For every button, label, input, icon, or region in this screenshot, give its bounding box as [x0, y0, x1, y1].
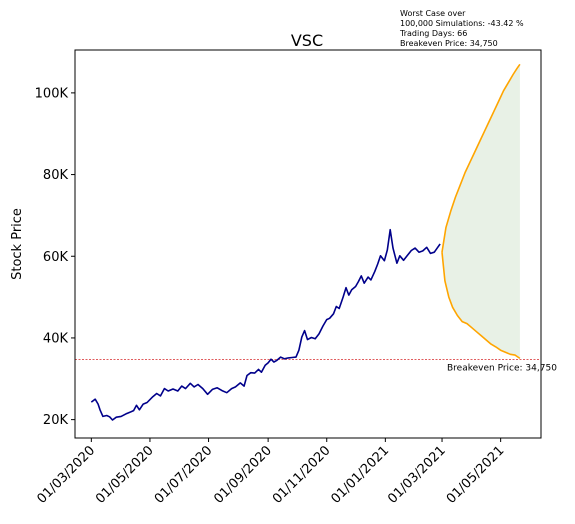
y-axis: 20K 40K 60K 80K 100K — [35, 86, 75, 428]
chart-title: VSC — [291, 31, 323, 50]
plot-frame — [74, 49, 542, 439]
projection-band-layer — [442, 64, 520, 359]
y-tick-label: 80K — [43, 168, 69, 183]
series-layer — [90, 63, 521, 421]
history-series-line — [90, 228, 441, 421]
y-tick-label: 40K — [43, 331, 69, 346]
annotation-line: 100,000 Simulations: -43.42 % — [400, 19, 524, 28]
breakeven-label: Breakeven Price: 34,750 — [447, 363, 557, 373]
annotation-line: Worst Case over — [400, 9, 466, 18]
y-tick-label: 60K — [43, 250, 69, 265]
y-axis-label: Stock Price — [10, 208, 25, 280]
breakeven-layer: Breakeven Price: 34,750 — [75, 358, 557, 373]
annotation-line: Breakeven Price: 34,750 — [400, 39, 498, 48]
y-tick-label: 20K — [43, 413, 69, 428]
projection-range-area — [442, 64, 520, 359]
annotation-line: Trading Days: 66 — [399, 29, 467, 38]
y-tick-label: 100K — [35, 86, 69, 101]
projection-lower-line — [441, 252, 521, 360]
projection-upper-line — [441, 63, 521, 253]
